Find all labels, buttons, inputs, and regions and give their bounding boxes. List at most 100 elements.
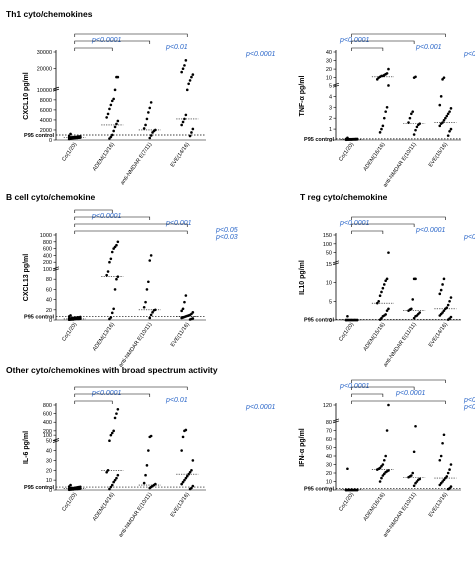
il6-data-point — [190, 468, 193, 472]
il6-data-point — [185, 474, 189, 478]
cxcl10-data-point — [149, 134, 153, 137]
ifng-category-label: ADEM(16/16) — [362, 492, 386, 523]
il6-tick-label: 40 — [46, 449, 52, 455]
cxcl13-tick-label: 60 — [46, 287, 52, 293]
cxcl13-data-point — [181, 307, 185, 311]
tnfa-data-point — [442, 76, 446, 79]
tnfa-data-point — [355, 137, 359, 141]
cxcl10-data-point — [113, 88, 117, 92]
cxcl10-category-label: EVE(14/16) — [170, 142, 191, 169]
cxcl13-category-label: EVE(11/16) — [170, 322, 191, 349]
il6-data-point — [180, 449, 183, 452]
ifng-category-label: Co(1/20) — [338, 492, 355, 513]
il6-data-point — [142, 481, 146, 485]
il6-y-label: IL-6 pg/ml — [23, 431, 30, 464]
il6-data-point — [108, 487, 111, 491]
il10-data-point — [449, 315, 453, 319]
il10-tick-label: 50 — [326, 251, 332, 257]
il6-data-point — [112, 480, 115, 484]
il10-tick-label: 10 — [326, 281, 332, 287]
cxcl13-data-point — [148, 259, 152, 262]
il10-data-point — [377, 300, 380, 303]
ifng-y-label: IFN-α pg/ml — [299, 428, 306, 467]
cxcl13-sig-bracket — [74, 216, 151, 220]
ifng-sig-bracket — [351, 393, 384, 397]
cxcl13-data-point — [110, 311, 114, 315]
il10-data-point — [412, 316, 416, 320]
cxcl13-data-point — [110, 250, 114, 254]
cxcl10-data-point — [116, 75, 120, 79]
ifng-tick-label: 80 — [326, 420, 332, 426]
cxcl13-y-label: CXCL13 pg/ml — [23, 254, 30, 302]
cxcl13-sig-bracket — [74, 209, 113, 213]
il10-sig-bracket — [351, 223, 415, 227]
tnfa-pvalue: p<0.0001 — [463, 51, 475, 58]
il6-data-point — [184, 476, 188, 480]
heading-other: Other cyto/chemokines with broad spectru… — [6, 365, 218, 375]
cxcl10-data-point — [79, 134, 82, 138]
ifng-data-point — [387, 469, 390, 472]
cxcl10-panel: 0 2000 4000 6000 8000 10000 20000 30000 CXCL10 p… — [23, 33, 275, 186]
tnfa-axis-break — [332, 82, 340, 86]
il10-data-point — [438, 292, 442, 296]
tnfa-data-point — [346, 136, 349, 140]
il6-data-point — [145, 464, 149, 467]
il10-data-point — [380, 316, 383, 320]
cxcl10-data-point — [67, 134, 71, 138]
ifng-sig-bracket — [351, 379, 446, 383]
tnfa-data-point — [449, 107, 453, 110]
ifng-data-point — [439, 454, 443, 458]
tnfa-data-point — [408, 116, 412, 120]
cxcl13-tick-label: 100 — [43, 267, 52, 273]
cxcl13-sig-bracket — [74, 223, 188, 227]
cxcl10-data-point — [191, 73, 195, 76]
tnfa-data-point — [438, 124, 442, 128]
tnfa-data-point — [414, 128, 417, 132]
cxcl13-data-point — [145, 288, 149, 291]
il6-data-point — [187, 472, 190, 476]
il10-data-point — [448, 300, 451, 303]
tnfa-category-label: ADEM(16/16) — [362, 142, 386, 173]
tnfa-data-point — [378, 131, 382, 134]
tnfa-data-point — [387, 67, 390, 71]
il6-axis-break — [52, 438, 60, 441]
il6-data-point — [105, 470, 108, 474]
ifng-tick-label: 10 — [326, 480, 332, 486]
ifng-data-point — [387, 403, 390, 407]
ifng-category-label: anti-NMDAR E(10/11) — [382, 492, 417, 539]
il6-data-point — [115, 476, 118, 480]
il6-category-label: anti-NMDAR E(10/11) — [118, 492, 153, 539]
cxcl10-data-point — [148, 136, 152, 140]
ifng-tick-label: 0 — [329, 488, 332, 494]
cxcl10-data-point — [144, 123, 147, 127]
ifng-data-point — [411, 471, 415, 475]
tnfa-data-point — [442, 119, 446, 122]
il6-tick-label: 0 — [49, 488, 52, 494]
il10-data-point — [449, 296, 453, 299]
ifng-data-point — [346, 467, 349, 471]
cxcl13-data-point — [69, 314, 72, 317]
cxcl13-data-point — [149, 313, 153, 317]
tnfa-y-label: TNF-α pg/ml — [299, 76, 306, 117]
il6-sig-bracket — [74, 393, 151, 397]
il10-data-point — [387, 251, 390, 254]
tnfa-data-point — [446, 112, 450, 116]
tnfa-tick-label: 10 — [326, 76, 332, 82]
cxcl13-pvalue: p<0.0001 — [91, 213, 121, 220]
cxcl13-axis-break — [52, 266, 60, 270]
ifng-tick-label: 30 — [326, 463, 332, 469]
cxcl13-tick-label: 600 — [43, 247, 52, 253]
cxcl13-data-point — [115, 243, 118, 247]
tnfa-data-point — [384, 110, 387, 113]
il10-data-point — [380, 290, 383, 294]
cxcl10-data-point — [109, 103, 113, 107]
cxcl10-tick-label: 4000 — [40, 118, 52, 124]
cxcl13-category-label: Co(1/20) — [61, 322, 78, 343]
cxcl13-pvalue: p<0.001 — [165, 220, 192, 227]
ifng-data-point — [418, 477, 422, 481]
ifng-sig-bracket — [351, 386, 415, 390]
tnfa-tick-label: 0 — [329, 138, 332, 144]
cxcl10-data-point — [184, 59, 188, 62]
cxcl10-tick-label: 6000 — [40, 108, 52, 114]
